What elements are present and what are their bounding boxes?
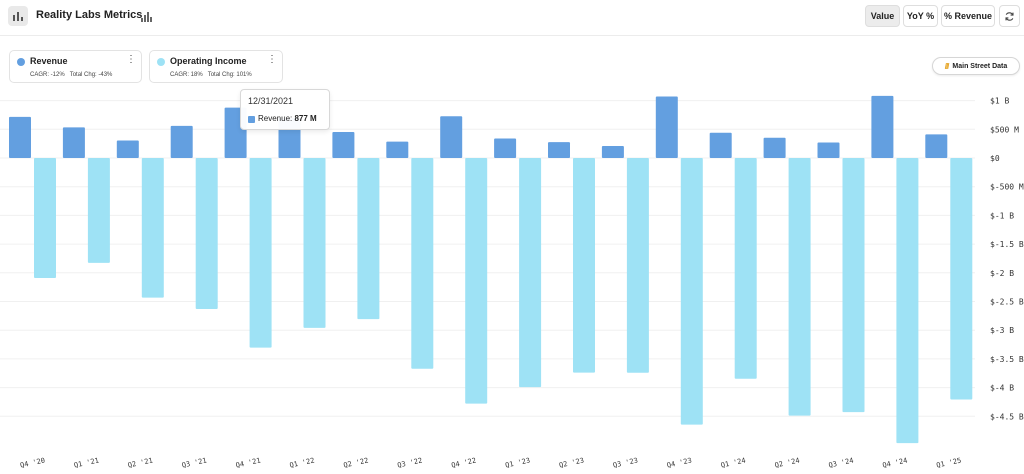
legend-operating-income-menu-icon[interactable]: ⋮ (267, 54, 277, 65)
revenue-bar (925, 134, 948, 158)
y-tick-label: $-1.5 B (990, 240, 1024, 249)
operating-income-bar (842, 158, 865, 413)
legend-operating-income-stats: CAGR: 18% Total Chg: 101% (170, 72, 257, 78)
y-tick-label: $-4.5 B (990, 412, 1024, 421)
page-title: Reality Labs Metrics (36, 9, 143, 21)
chart-tooltip: 12/31/2021 Revenue: 877 M (240, 89, 330, 130)
y-tick-label: $-500 M (990, 183, 1024, 192)
x-tick-label: Q4 '23 (666, 457, 692, 470)
value-button[interactable]: Value (865, 5, 900, 27)
operating-income-bar (896, 158, 919, 444)
x-tick-label: Q1 '23 (504, 457, 530, 470)
x-tick-label: Q1 '24 (720, 457, 746, 470)
x-tick-label: Q3 '24 (828, 457, 854, 470)
operating-income-bar (195, 158, 218, 310)
header-bar: Reality Labs Metrics Value YoY % % Reven… (0, 0, 1024, 36)
y-tick-label: $-2 B (990, 269, 1014, 278)
bar-chart-icon (8, 6, 28, 26)
legend-operating-income-name: Operating Income (170, 56, 247, 66)
operating-income-bar (465, 158, 488, 404)
x-tick-label: Q2 '21 (127, 457, 153, 470)
legend-operating-income-total-chg: Total Chg: 101% (207, 72, 252, 78)
revenue-bar (709, 132, 732, 158)
x-tick-label: Q4 '21 (235, 457, 261, 470)
revenue-bar (548, 142, 570, 158)
tooltip-value-row: Revenue: 877 M (258, 114, 317, 123)
main-street-data-badge[interactable]: /// Main Street Data (932, 57, 1020, 75)
main-street-data-label: Main Street Data (952, 62, 1008, 70)
revenue-dot-icon (17, 58, 25, 66)
y-tick-label: $-3.5 B (990, 355, 1024, 364)
revenue-bar (62, 127, 85, 158)
chart-settings-icon[interactable] (141, 10, 153, 22)
legend-revenue-name: Revenue (30, 56, 68, 66)
legend-revenue[interactable]: Revenue CAGR: -12% Total Chg: -43% ⋮ (9, 50, 142, 83)
legend-revenue-menu-icon[interactable]: ⋮ (126, 54, 136, 65)
x-tick-label: Q1 '22 (289, 457, 315, 470)
revenue-bar (601, 145, 624, 158)
revenue-bar (170, 125, 193, 158)
tooltip-revenue-swatch (248, 116, 255, 123)
operating-income-bar (357, 158, 380, 320)
operating-income-bar (788, 158, 811, 416)
operating-income-bar (303, 158, 326, 328)
legend-operating-income-cagr: CAGR: 18% (170, 72, 203, 78)
x-tick-label: Q2 '24 (774, 457, 800, 470)
x-tick-label: Q2 '22 (343, 457, 369, 470)
y-tick-label: $-4 B (990, 384, 1014, 393)
tooltip-series: Revenue: (258, 114, 293, 123)
y-tick-label: $500 M (990, 125, 1019, 134)
x-tick-label: Q1 '21 (73, 457, 99, 470)
x-tick-label: Q4 '22 (451, 457, 477, 470)
x-tick-label: Q4 '24 (882, 457, 908, 470)
legend-revenue-total-chg: Total Chg: -43% (69, 72, 113, 78)
x-tick-label: Q3 '21 (181, 457, 207, 470)
x-tick-label: Q3 '23 (612, 457, 638, 470)
operating-income-bar (626, 158, 649, 373)
revenue-bar (9, 116, 31, 158)
main-street-data-logo-icon: /// (944, 61, 950, 71)
revenue-bar (494, 138, 517, 158)
refresh-icon (1005, 11, 1014, 21)
x-tick-label: Q3 '22 (397, 457, 423, 470)
revenue-bar (871, 95, 894, 158)
operating-income-bar (680, 158, 703, 425)
operating-income-bar (141, 158, 164, 298)
revenue-bar (440, 116, 463, 158)
operating-income-bar (734, 158, 757, 379)
y-tick-label: $0 (990, 154, 1000, 163)
yoy-button[interactable]: YoY % (903, 5, 938, 27)
tooltip-value: 877 M (294, 114, 317, 123)
legend-revenue-cagr: CAGR: -12% (30, 72, 65, 78)
x-tick-label: Q1 '25 (936, 457, 962, 470)
y-tick-label: $-3 B (990, 326, 1014, 335)
revenue-bar (332, 132, 355, 158)
legend-operating-income[interactable]: Operating Income CAGR: 18% Total Chg: 101… (149, 50, 283, 83)
y-tick-label: $-1 B (990, 211, 1014, 220)
revenue-bar (763, 137, 786, 158)
x-tick-label: Q4 '20 (19, 457, 45, 470)
revenue-pct-button[interactable]: % Revenue (941, 5, 995, 27)
refresh-button[interactable] (999, 5, 1020, 27)
operating-income-bar (87, 158, 110, 263)
operating-income-bar (249, 158, 272, 348)
operating-income-dot-icon (157, 58, 165, 66)
operating-income-bar (411, 158, 434, 369)
revenue-bar (116, 140, 139, 158)
operating-income-bar (573, 158, 595, 373)
operating-income-bar (519, 158, 542, 388)
operating-income-bar (34, 158, 56, 278)
y-tick-label: $-2.5 B (990, 298, 1024, 307)
revenue-bar (655, 96, 678, 158)
operating-income-bar (950, 158, 973, 400)
tooltip-date: 12/31/2021 (248, 96, 294, 106)
legend-revenue-stats: CAGR: -12% Total Chg: -43% (30, 72, 117, 78)
revenue-bar (386, 141, 409, 158)
y-tick-label: $1 B (990, 97, 1009, 106)
revenue-bar (817, 142, 840, 158)
x-tick-label: Q2 '23 (558, 457, 584, 470)
